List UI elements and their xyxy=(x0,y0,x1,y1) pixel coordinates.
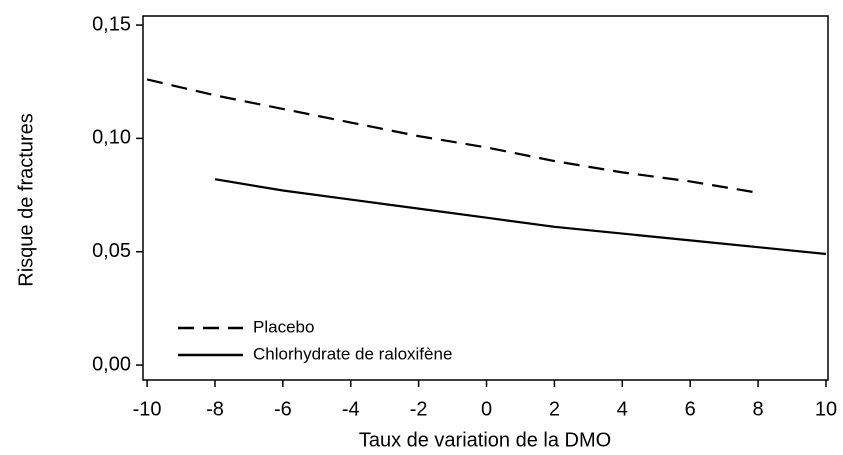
x-tick-label: 4 xyxy=(617,398,628,420)
x-tick-label: -8 xyxy=(206,398,224,420)
y-tick-label: 0,00 xyxy=(92,353,131,375)
legend-label: Placebo xyxy=(253,317,314,336)
y-tick-label: 0,05 xyxy=(92,240,131,262)
x-tick-label: 2 xyxy=(549,398,560,420)
series-line xyxy=(146,78,759,194)
x-tick-label: -10 xyxy=(133,398,162,420)
x-tick-label: -4 xyxy=(342,398,360,420)
plot-frame xyxy=(142,15,829,381)
series-line xyxy=(214,178,827,256)
x-tick-label: 0 xyxy=(481,398,492,420)
y-tick-label: 0,10 xyxy=(92,127,131,149)
x-tick-label: -2 xyxy=(410,398,428,420)
x-axis-title: Taux de variation de la DMO xyxy=(359,429,611,451)
y-tick-label: 0,15 xyxy=(92,13,131,35)
x-tick-label: 8 xyxy=(753,398,764,420)
x-tick-label: 10 xyxy=(815,398,837,420)
legend-label: Chlorhydrate de raloxifène xyxy=(253,344,452,363)
x-tick-label: 6 xyxy=(685,398,696,420)
x-tick-label: -6 xyxy=(274,398,292,420)
y-axis-title: Risque de fractures xyxy=(15,113,37,286)
